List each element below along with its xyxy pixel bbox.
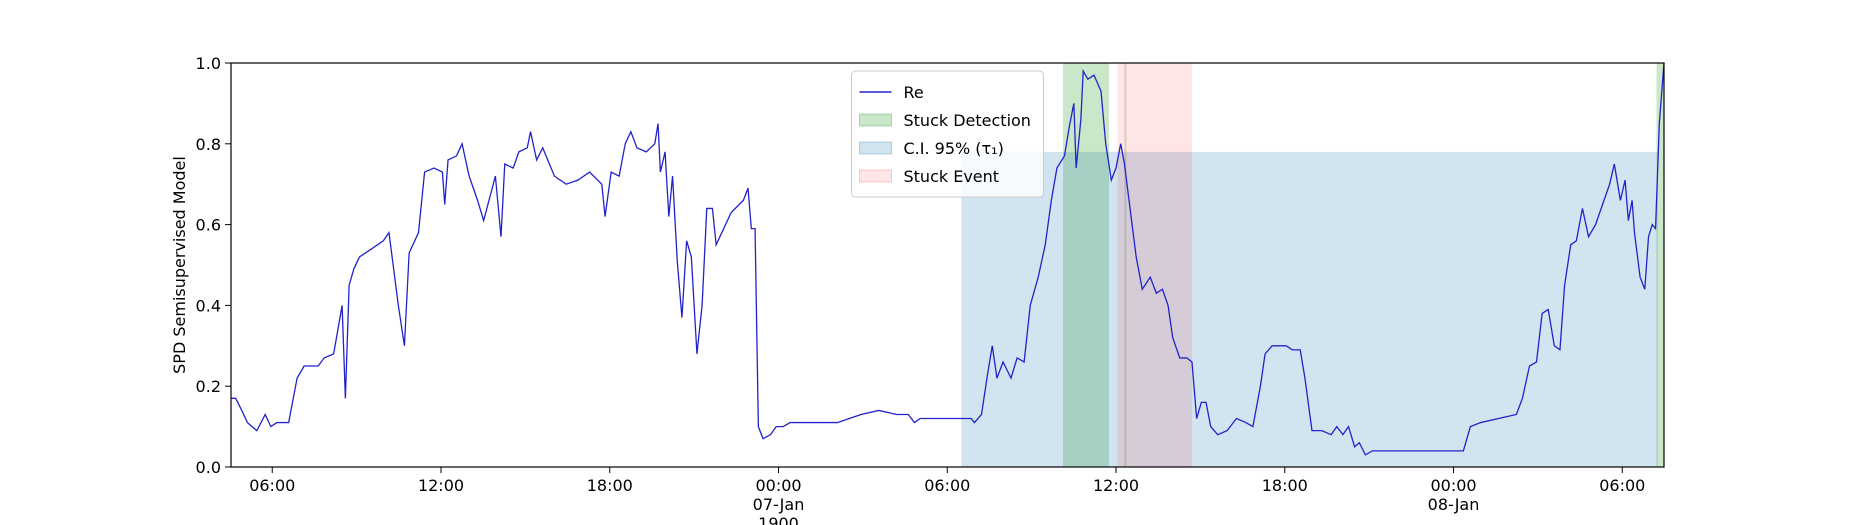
x-tick-label: 06:00 xyxy=(1599,476,1645,495)
x-tick-label: 18:00 xyxy=(587,476,633,495)
legend: Re Stuck Detection C.I. 95% (τ₁) Stuck Even… xyxy=(851,70,1044,198)
legend-patch xyxy=(859,141,892,155)
span xyxy=(1124,63,1127,467)
y-tick-label: 0.2 xyxy=(196,377,221,396)
span xyxy=(1117,63,1192,467)
legend-label: C.I. 95% (τ₁) xyxy=(904,139,1004,158)
span xyxy=(961,151,1658,467)
y-tick-label: 0.4 xyxy=(196,296,221,315)
legend-label: Stuck Event xyxy=(904,167,1000,186)
x-tick-label: 00:00 08-Jan xyxy=(1428,476,1480,514)
x-tick-label: 06:00 xyxy=(924,476,970,495)
legend-label: Re xyxy=(904,83,924,102)
legend-patch xyxy=(859,113,892,127)
span xyxy=(1656,63,1664,467)
legend-patch xyxy=(859,169,892,183)
y-axis-label: SPD Semisupervised Model xyxy=(170,156,189,374)
x-tick-label: 12:00 xyxy=(1093,476,1139,495)
x-tick-label: 06:00 xyxy=(249,476,295,495)
legend-box xyxy=(851,70,1044,198)
y-tick-label: 0.0 xyxy=(196,458,221,477)
legend-label: Stuck Detection xyxy=(904,111,1031,130)
y-tick-label: 1.0 xyxy=(196,54,221,73)
x-tick-label: 12:00 xyxy=(418,476,464,495)
span xyxy=(1063,63,1109,467)
y-tick-label: 0.8 xyxy=(196,135,221,154)
x-tick-label: 18:00 xyxy=(1262,476,1308,495)
y-tick-label: 0.6 xyxy=(196,216,221,235)
x-tick-label: 00:00 07-Jan 1900 xyxy=(753,476,805,525)
line xyxy=(231,62,1665,456)
